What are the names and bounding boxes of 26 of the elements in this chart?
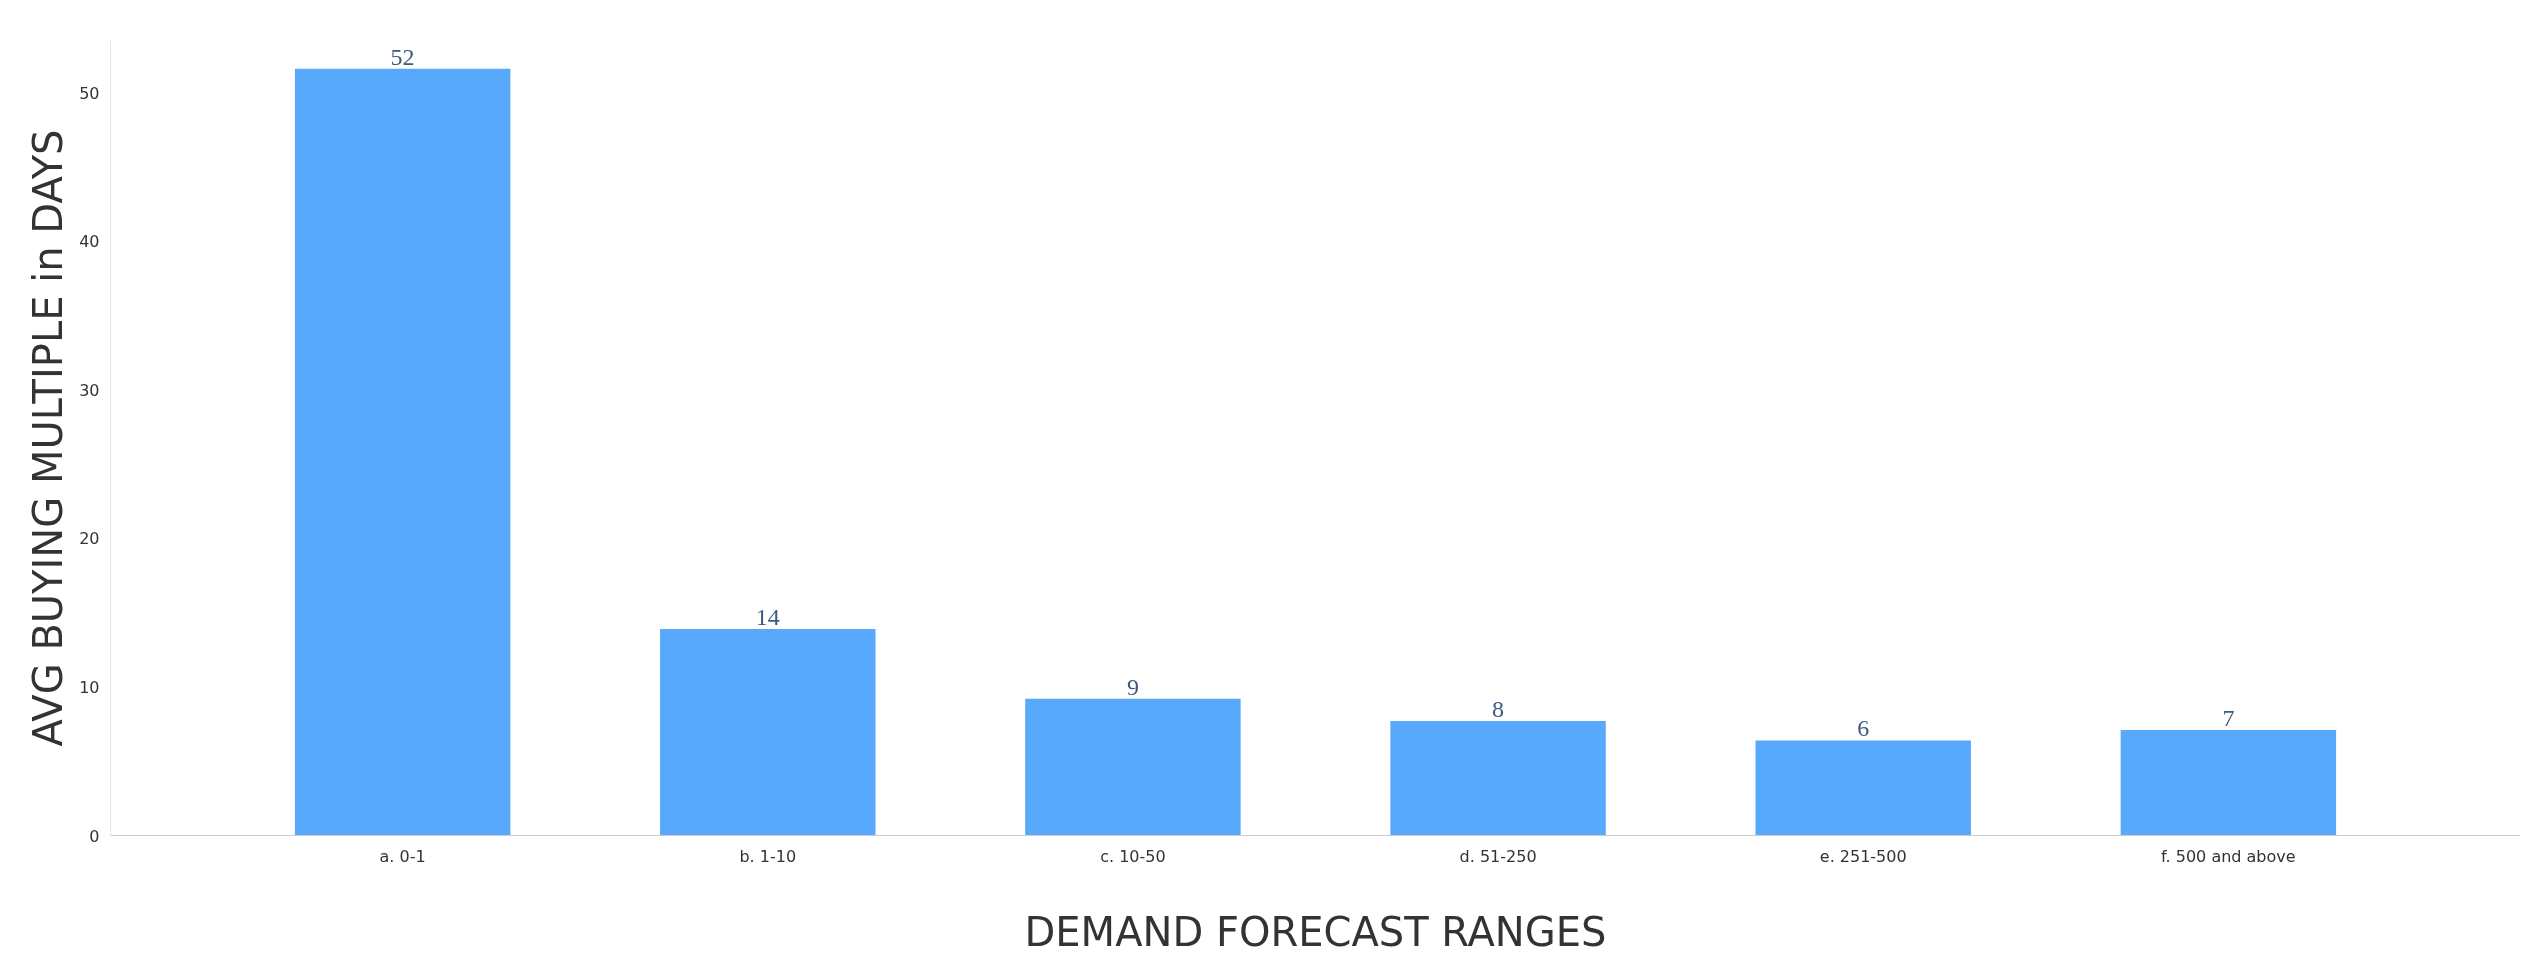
- data-label: 14: [755, 603, 780, 630]
- bar: [294, 68, 511, 836]
- bar: [1755, 740, 1971, 836]
- y-tick-label: 30: [79, 380, 100, 400]
- data-label: 8: [1492, 696, 1505, 723]
- x-tick-label: e. 251-500: [1819, 846, 1907, 866]
- bar: [1390, 721, 1606, 836]
- y-tick-label: 40: [79, 232, 100, 252]
- data-label: 7: [2222, 705, 2235, 731]
- x-tick-label: f. 500 and above: [2161, 846, 2296, 866]
- y-tick-label: 0: [89, 826, 100, 846]
- bar: [1025, 698, 1241, 836]
- data-label: 52: [390, 43, 415, 70]
- x-tick-label: d. 51-250: [1459, 846, 1537, 866]
- y-tick-label: 20: [79, 529, 100, 549]
- data-label: 9: [1126, 673, 1139, 700]
- bar: [660, 628, 876, 836]
- bar: [2120, 730, 2337, 836]
- data-label: 6: [1857, 715, 1870, 742]
- y-tick-label: 10: [79, 677, 100, 697]
- y-tick-label: 50: [79, 83, 100, 103]
- y-axis-title: AVG BUYING MULTIPLE in DAYS: [25, 129, 72, 747]
- x-tick-label: a. 0-1: [379, 846, 426, 866]
- x-tick-label: b. 1-10: [739, 846, 797, 866]
- x-axis-title: DEMAND FORECAST RANGES: [1024, 908, 1607, 955]
- x-tick-label: c. 10-50: [1100, 846, 1166, 866]
